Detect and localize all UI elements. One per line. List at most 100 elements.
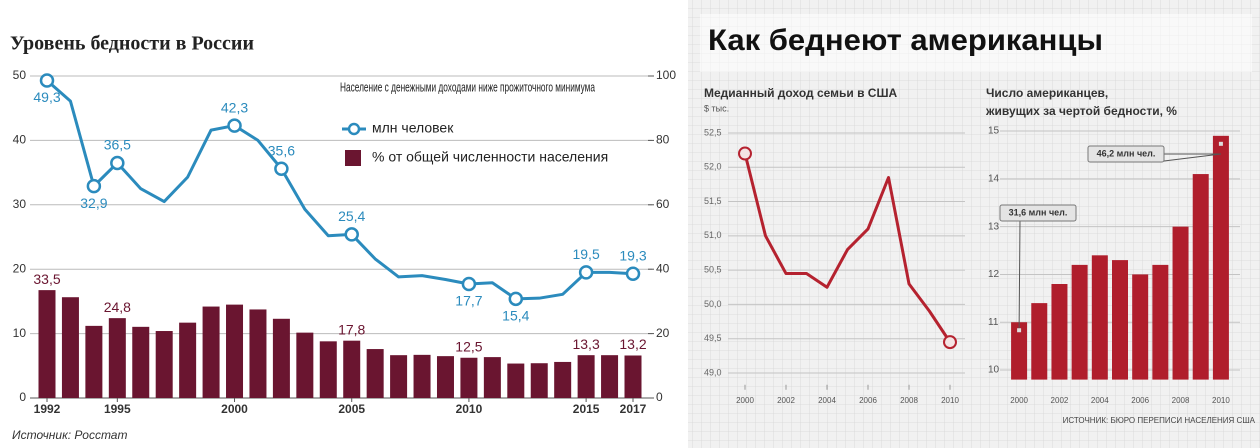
annotation-leader (1018, 219, 1021, 331)
y2-tick-label: 60 (656, 197, 670, 211)
bar (85, 325, 103, 398)
marker (578, 265, 594, 280)
x-tick-label: 2002 (777, 396, 795, 405)
x-tick-label: 2010 (1212, 396, 1230, 405)
data-label: 33,5 (33, 271, 60, 287)
bar (577, 355, 595, 398)
bar (460, 357, 478, 398)
marker (508, 291, 524, 307)
line (46, 79, 634, 301)
bar (179, 322, 197, 398)
chart-title: Уровень бедности в России (10, 33, 254, 55)
y-tick-label: 50,5 (704, 264, 722, 274)
data-label: 49,3 (33, 89, 60, 105)
data-label: 17,7 (455, 293, 482, 309)
legend-swatch (345, 150, 361, 166)
y-tick-label: 52,5 (704, 127, 722, 137)
bar (413, 354, 431, 398)
bar (483, 357, 501, 398)
data-label: 17,8 (338, 321, 365, 337)
data-label: 12,5 (455, 338, 482, 354)
data-label: 13,3 (572, 336, 599, 352)
marker (625, 266, 641, 281)
marker (461, 276, 477, 292)
y-tick-label: 52,0 (704, 162, 722, 172)
marker (110, 155, 125, 171)
y-tick-label: 49,0 (704, 367, 722, 377)
source: Источник: Росстат (12, 428, 127, 442)
bar (1071, 264, 1088, 380)
x-tick-label: 2000 (221, 402, 248, 416)
bar (296, 332, 314, 398)
data-label: 15,4 (502, 308, 529, 324)
y-tick-label: 50 (13, 68, 27, 82)
bar (38, 290, 56, 398)
bar (272, 318, 290, 398)
marker (227, 118, 242, 133)
annotation: 31,6 млн чел. (1009, 207, 1068, 217)
panel-title: Как беднеют американцы (708, 24, 1103, 57)
x-tick-label: 2004 (818, 396, 836, 405)
data-label: 19,5 (572, 246, 599, 262)
bar (108, 318, 126, 398)
marker (86, 178, 102, 194)
x-tick-label: 1995 (104, 402, 131, 416)
y-tick-label: 51,0 (704, 230, 722, 240)
y-tick-label: 50,0 (704, 299, 722, 309)
y-tick-label: 10 (988, 365, 1000, 376)
marker (943, 335, 957, 350)
annotation-box (999, 204, 1077, 222)
bar (1132, 274, 1149, 380)
marker (274, 161, 289, 176)
y-tick-label: 20 (13, 261, 27, 275)
bar (507, 363, 525, 398)
y-tick-label: 12 (988, 269, 1000, 280)
y2-tick-label: 40 (656, 261, 670, 275)
bar (1051, 284, 1068, 380)
x-tick-label: 2015 (573, 402, 600, 416)
bar (390, 355, 408, 398)
bar (601, 355, 619, 398)
y-tick-label: 49,5 (704, 333, 722, 343)
y-tick-label: 14 (988, 173, 1000, 184)
bar (554, 361, 572, 398)
annotation-dot (1017, 328, 1022, 333)
marker (39, 73, 55, 88)
x-tick-label: 2017 (620, 402, 647, 416)
bar (343, 340, 361, 398)
x-tick-label: 2010 (456, 402, 483, 416)
bar (1031, 303, 1048, 380)
x-tick-label: 2008 (1172, 396, 1190, 405)
bar (61, 297, 79, 398)
bar (1152, 264, 1169, 380)
source: ИСТОЧНИК: БЮРО ПЕРЕПИСИ НАСЕЛЕНИЯ США (1063, 416, 1256, 425)
y2-tick-label: 100 (656, 68, 676, 82)
bar (1091, 255, 1108, 380)
bar (624, 355, 642, 398)
data-label: 42,3 (221, 99, 248, 115)
x-tick-label: 2002 (1051, 396, 1069, 405)
x-tick-label: 1992 (34, 402, 61, 416)
data-label: 32,9 (80, 195, 107, 211)
bar (1172, 226, 1189, 380)
data-label: 35,6 (268, 142, 295, 158)
x-tick-label: 2010 (941, 396, 959, 405)
annotation-box (1087, 145, 1165, 163)
bar (530, 363, 548, 398)
y-tick-label: 40 (13, 133, 27, 147)
chart-title: Медианный доход семьи в США (704, 86, 898, 100)
bar (249, 309, 267, 398)
legend-label: млн человек (372, 120, 454, 136)
annotation: 46,2 млн чел. (1097, 148, 1156, 158)
y-tick-label: 51,5 (704, 196, 722, 206)
x-tick-label: 2006 (859, 396, 877, 405)
annotation-leader (1163, 153, 1221, 162)
y2-tick-label: 0 (656, 390, 663, 404)
data-label: 19,3 (619, 247, 646, 263)
x-tick-label: 2000 (736, 396, 754, 405)
data-label: 36,5 (104, 137, 131, 153)
y-tick-label: 15 (988, 126, 1000, 137)
x-tick-label: 2004 (1091, 396, 1109, 405)
legend-label: % от общей численности населения (372, 149, 608, 165)
